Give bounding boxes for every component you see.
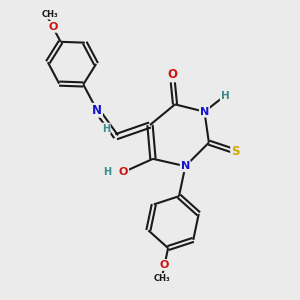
Text: N: N xyxy=(200,107,209,117)
Text: O: O xyxy=(160,260,169,270)
Text: CH₃: CH₃ xyxy=(154,274,171,283)
Text: O: O xyxy=(167,68,177,81)
Text: H: H xyxy=(221,91,230,100)
Text: O: O xyxy=(48,22,57,32)
Text: CH₃: CH₃ xyxy=(42,10,58,19)
Text: H: H xyxy=(102,124,110,134)
Text: O: O xyxy=(119,167,128,177)
Text: S: S xyxy=(231,145,240,158)
Text: H: H xyxy=(103,167,111,177)
Text: N: N xyxy=(181,161,190,171)
Text: N: N xyxy=(92,104,102,117)
